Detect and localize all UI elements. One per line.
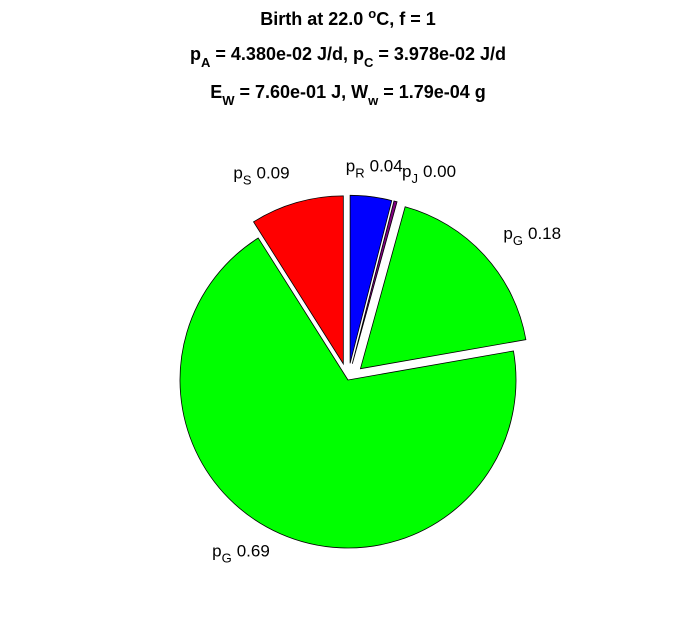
label-symbol: p (503, 224, 512, 243)
label-value: 0.09 (256, 163, 289, 182)
title-sup: o (368, 6, 376, 21)
label-subscript: G (513, 233, 523, 248)
title-sub: A (201, 55, 211, 70)
title-text: C, f = 1 (376, 9, 436, 29)
slice-label: pG 0.69 (212, 542, 270, 566)
chart-title: pA = 4.380e-02 J/d, pC = 3.978e-02 J/d (190, 44, 506, 70)
title-text: = 7.60e-01 J, W (235, 82, 369, 102)
label-value: 0.18 (528, 224, 561, 243)
slice-label: pG 0.18 (503, 224, 561, 248)
label-subscript: G (222, 551, 232, 566)
label-symbol: p (233, 163, 242, 182)
title-sub: w (367, 93, 379, 108)
label-value: 0.69 (237, 542, 270, 561)
pie-slice (351, 200, 398, 364)
title-text: E (210, 82, 222, 102)
pie-slice (252, 195, 344, 366)
title-sub: W (222, 93, 235, 108)
label-subscript: J (411, 171, 418, 186)
label-symbol: p (402, 162, 411, 181)
title-text: Birth at 22.0 (260, 9, 368, 29)
chart-title: EW = 7.60e-01 J, Ww = 1.79e-04 g (210, 82, 486, 108)
pie-slice (359, 206, 527, 370)
pie-slice (179, 237, 517, 549)
label-symbol: p (212, 542, 221, 561)
title-text: = 3.978e-02 J/d (373, 44, 506, 64)
chart-title: Birth at 22.0 oC, f = 1 (260, 6, 436, 29)
slice-label: pR 0.04 (346, 157, 403, 181)
slice-label: pS 0.09 (233, 163, 289, 187)
title-text: = 1.79e-04 g (378, 82, 486, 102)
label-symbol: p (346, 157, 355, 176)
pie-slice (349, 194, 393, 364)
label-subscript: S (243, 172, 252, 187)
slice-label: pJ 0.00 (402, 162, 456, 186)
label-subscript: R (355, 166, 364, 181)
label-value: 0.04 (370, 157, 403, 176)
title-sub: C (364, 55, 374, 70)
label-value: 0.00 (423, 162, 456, 181)
title-text: = 4.380e-02 J/d, p (210, 44, 364, 64)
title-text: p (190, 44, 201, 64)
